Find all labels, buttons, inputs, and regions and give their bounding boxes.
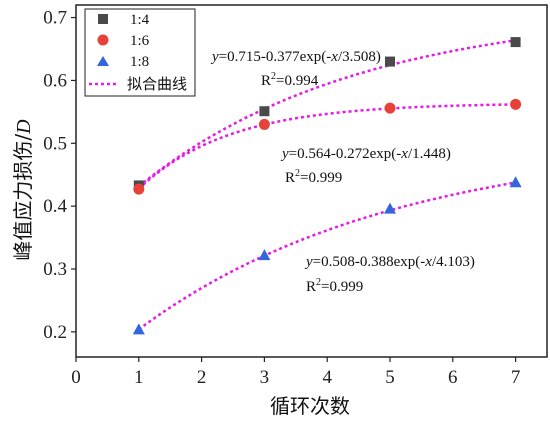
equation-1-4: y=0.715-0.377exp(-x/3.508) bbox=[210, 49, 381, 65]
data-point-circle bbox=[510, 98, 522, 110]
x-axis-title: 循环次数 bbox=[270, 394, 350, 418]
legend: 1:4 1:6 1:8 拟合曲线 bbox=[84, 8, 196, 97]
x-tick-label: 7 bbox=[511, 367, 521, 388]
x-tick-label: 6 bbox=[448, 367, 458, 388]
y-tick-label: 0.2 bbox=[43, 322, 67, 343]
fit-curve-2 bbox=[138, 181, 516, 331]
x-tick-label: 2 bbox=[197, 367, 207, 388]
legend-label-1-4: 1:4 bbox=[130, 12, 150, 28]
y-tick-label: 0.4 bbox=[43, 196, 67, 217]
equation-1-8: y=0.508-0.388exp(-x/4.103) bbox=[304, 254, 475, 270]
r2-1-8: R2=0.999 bbox=[306, 277, 363, 295]
x-tick-label: 4 bbox=[322, 367, 332, 388]
data-point-triangle bbox=[258, 249, 271, 261]
data-point-circle bbox=[258, 118, 270, 130]
data-point-circle bbox=[384, 102, 396, 114]
data-point-triangle bbox=[132, 323, 145, 335]
y-axis-title: 峰值应力损伤/D bbox=[11, 119, 35, 261]
data-point-triangle bbox=[509, 176, 522, 188]
data-point-square bbox=[385, 56, 395, 67]
legend-marker-1-6 bbox=[97, 34, 109, 46]
data-point-square bbox=[510, 37, 521, 48]
fit-curve-1 bbox=[137, 103, 516, 190]
x-tick-label: 3 bbox=[260, 367, 270, 388]
legend-marker-1-8 bbox=[97, 56, 109, 66]
plot-frame bbox=[75, 4, 548, 358]
y-tick-label: 0.3 bbox=[43, 259, 67, 280]
legend-marker-1-4 bbox=[98, 14, 108, 24]
x-tick-label: 5 bbox=[385, 367, 395, 388]
legend-label-1-6: 1:6 bbox=[130, 33, 150, 49]
x-tick-label: 0 bbox=[71, 367, 81, 388]
y-axis-title-symbol: D bbox=[13, 119, 35, 135]
legend-label-1-8: 1:8 bbox=[130, 54, 149, 70]
x-tick-label: 1 bbox=[134, 367, 144, 388]
r2-1-4: R2=0.994 bbox=[261, 71, 319, 89]
data-point-square bbox=[259, 106, 270, 117]
fit-curves bbox=[137, 39, 516, 331]
y-axis-title-text: 峰值应力损伤/ bbox=[11, 134, 35, 261]
data-point-circle bbox=[133, 183, 145, 195]
y-tick-label: 0.7 bbox=[43, 8, 67, 29]
y-tick-label: 0.6 bbox=[43, 70, 67, 91]
data-markers bbox=[132, 37, 522, 335]
r2-1-6: R2=0.999 bbox=[285, 168, 342, 186]
legend-label-fit: 拟合曲线 bbox=[127, 75, 187, 93]
axis-ticks: 0 1 2 3 4 5 6 7 0.2 0.3 0.4 0.5 0.6 0.7 bbox=[43, 8, 520, 388]
y-tick-label: 0.5 bbox=[43, 133, 67, 154]
equation-1-6: y=0.564-0.272exp(-x/1.448) bbox=[280, 146, 451, 162]
data-point-triangle bbox=[384, 202, 396, 214]
